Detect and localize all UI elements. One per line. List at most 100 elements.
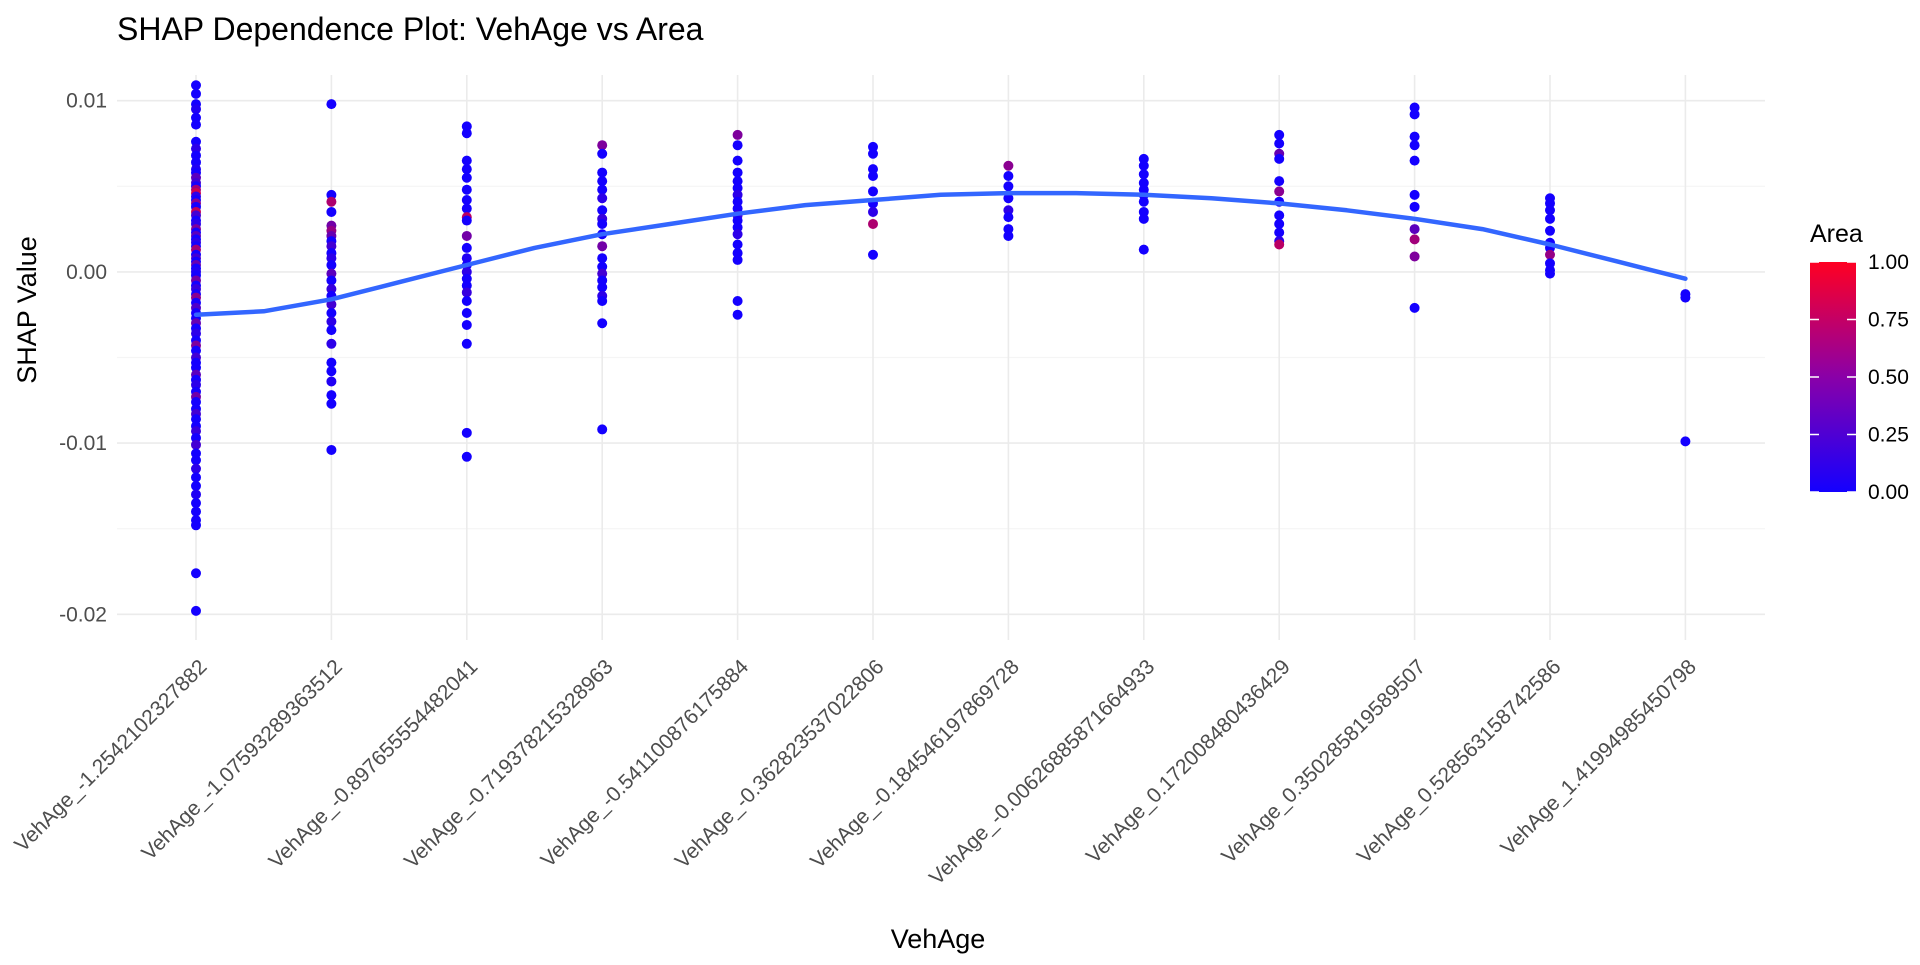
data-point [597, 261, 608, 272]
data-point [461, 164, 472, 175]
data-point [732, 222, 743, 233]
data-point [1274, 218, 1285, 229]
data-point [191, 448, 201, 459]
data-point [1003, 205, 1014, 216]
data-point [597, 253, 608, 264]
data-point [732, 155, 743, 166]
data-point [326, 338, 337, 349]
data-point [1545, 205, 1555, 216]
data-point [1680, 436, 1691, 447]
data-point [1138, 177, 1149, 188]
data-point [326, 398, 337, 409]
data-point [461, 319, 472, 330]
legend-tick-label: 0.75 [1868, 309, 1909, 332]
data-point [461, 296, 472, 306]
data-point [191, 480, 201, 491]
data-point [326, 307, 337, 318]
data-point [1409, 102, 1420, 113]
data-point [461, 427, 472, 438]
y-axis-title: SHAP Value [12, 236, 42, 384]
data-point [597, 176, 608, 187]
data-point [1274, 210, 1285, 221]
legend-ticks: 1.00 0.75 0.50 0.25 0.00 [1810, 251, 1909, 504]
data-point [1003, 181, 1014, 192]
data-point [1138, 244, 1149, 255]
data-point [191, 379, 201, 390]
data-point [732, 176, 743, 187]
smooth-line-layer [193, 190, 1688, 317]
data-point [1409, 109, 1420, 120]
data-point [1545, 249, 1555, 260]
data-point [326, 366, 337, 377]
data-point [1138, 196, 1149, 207]
y-tick-label: 0.01 [66, 90, 107, 113]
data-point [1274, 176, 1285, 187]
data-point [1409, 201, 1420, 212]
data-point [191, 414, 201, 425]
data-point [461, 230, 472, 241]
data-point [326, 325, 337, 336]
data-point [191, 112, 201, 123]
data-point [597, 167, 608, 178]
data-point [732, 129, 743, 140]
data-point [326, 275, 337, 286]
data-point [868, 171, 878, 182]
color-legend: Area 1.00 0.75 0.50 0.25 0.00 [1810, 220, 1909, 504]
smooth-line [193, 190, 1688, 317]
data-point [1274, 227, 1285, 238]
scatter-points [191, 80, 1691, 616]
data-point [461, 253, 472, 264]
data-point [1138, 153, 1149, 164]
y-tick-label: -0.01 [59, 432, 107, 455]
data-point [732, 296, 743, 306]
data-point [1409, 251, 1420, 262]
x-axis-ticks: VehAge_-1.2542102327882VehAge_-1.0759328… [10, 655, 1701, 889]
data-point [597, 184, 608, 195]
data-point [1409, 131, 1420, 142]
legend-tick-label: 1.00 [1868, 251, 1909, 274]
data-point [597, 205, 608, 216]
data-point [191, 463, 201, 474]
grid-lines [117, 75, 1765, 640]
data-point [597, 140, 608, 151]
data-point [326, 99, 337, 110]
data-point [732, 248, 743, 259]
chart-title: SHAP Dependence Plot: VehAge vs Area [117, 11, 704, 47]
data-point [191, 472, 201, 483]
data-point [597, 148, 608, 159]
data-point [1274, 239, 1285, 250]
data-point [461, 280, 472, 291]
data-point [461, 155, 472, 166]
data-point [461, 338, 472, 349]
data-point [868, 218, 878, 229]
data-point [326, 284, 337, 295]
data-point [1003, 160, 1014, 171]
data-point [191, 397, 201, 408]
data-point [326, 196, 337, 207]
data-point [191, 157, 201, 168]
data-point [191, 498, 201, 509]
data-point [191, 489, 201, 500]
data-point [732, 309, 743, 320]
data-point [597, 241, 608, 252]
data-point [1274, 138, 1285, 149]
data-point [1680, 292, 1691, 303]
data-point [1138, 213, 1149, 224]
data-point [597, 318, 608, 329]
data-point [732, 140, 743, 151]
data-point [1545, 198, 1555, 209]
data-point [868, 186, 878, 197]
data-point [1409, 189, 1420, 200]
data-point [191, 150, 201, 161]
data-point [326, 357, 337, 368]
data-point [1138, 169, 1149, 180]
data-point [191, 506, 201, 517]
data-point [191, 568, 201, 579]
data-point [597, 296, 608, 306]
data-point [1138, 160, 1149, 171]
data-point [191, 345, 201, 356]
data-point [191, 455, 201, 466]
data-point [1409, 234, 1420, 245]
data-point [326, 376, 337, 387]
